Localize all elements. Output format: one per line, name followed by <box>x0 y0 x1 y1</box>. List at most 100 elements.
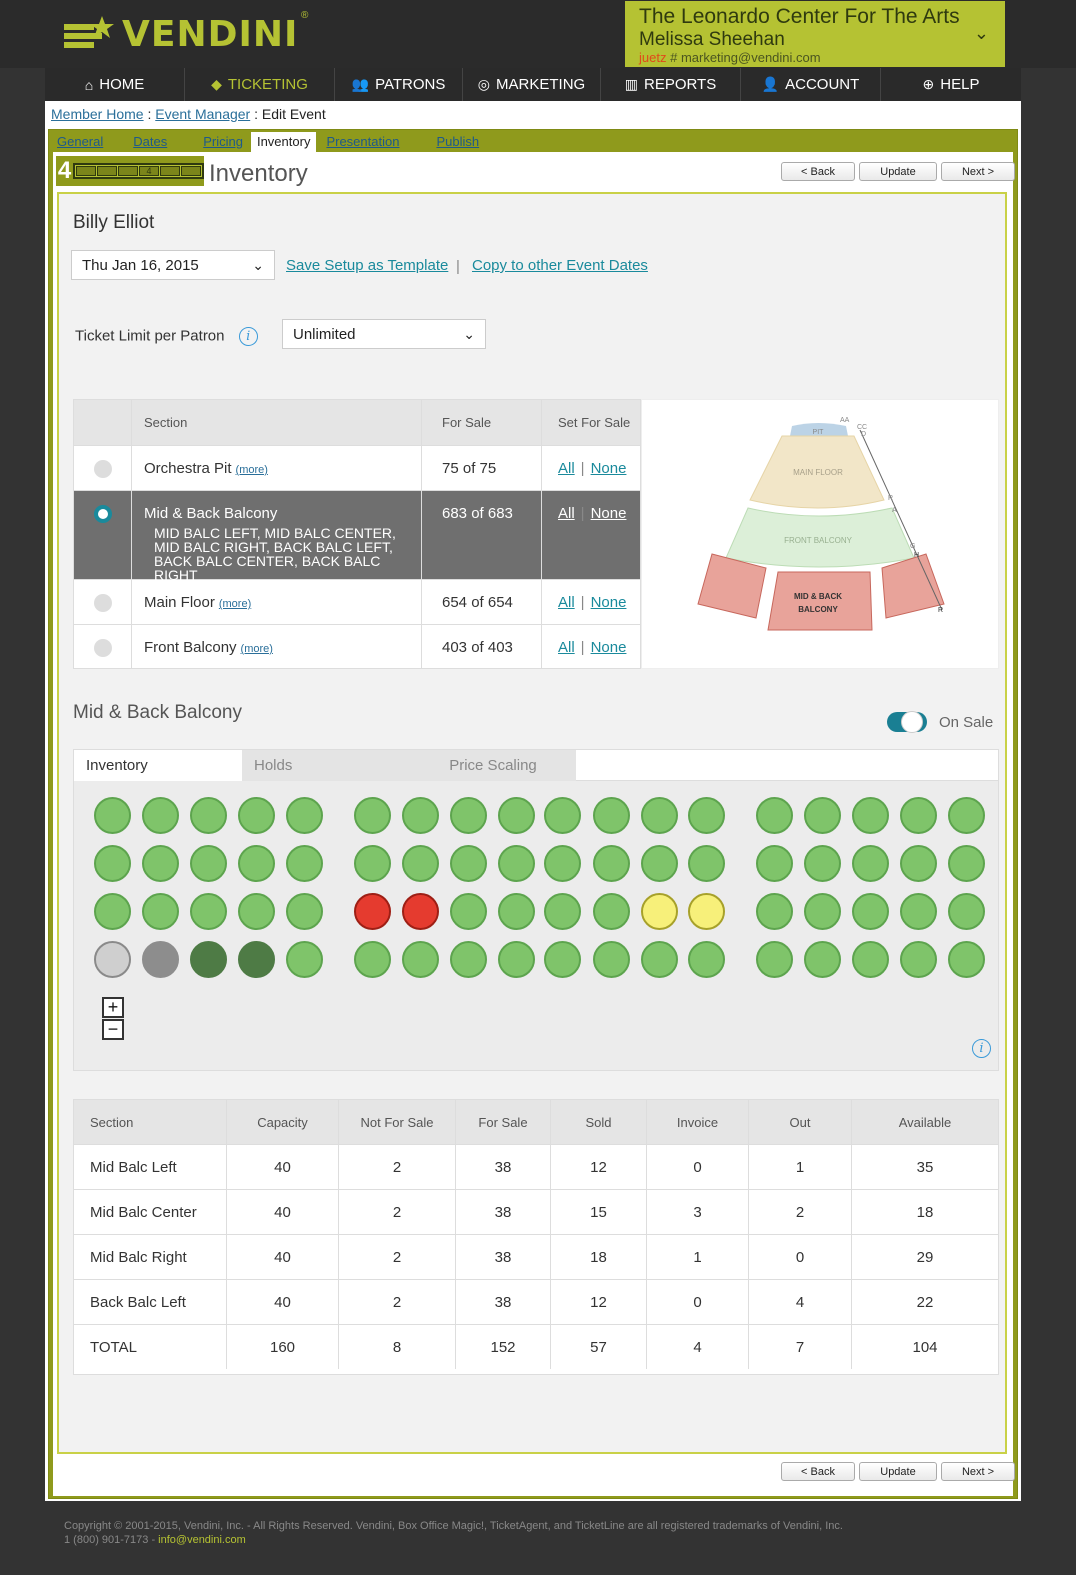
seat[interactable] <box>756 941 793 978</box>
section-row-selected[interactable]: Mid & Back Balcony MID BALC LEFT, MID BAL… <box>74 490 640 582</box>
seat[interactable] <box>450 797 487 834</box>
nav-home[interactable]: ⌂ HOME <box>45 68 185 101</box>
seat[interactable] <box>354 941 391 978</box>
account-switcher[interactable]: The Leonardo Center For The Arts Melissa… <box>625 1 1005 67</box>
seat[interactable] <box>190 941 227 978</box>
info-icon[interactable]: i <box>972 1039 991 1058</box>
zoom-out-button[interactable]: − <box>102 1019 124 1040</box>
section-row[interactable]: Front Balcony (more) 403 of 403 All | None <box>74 624 640 669</box>
seat[interactable] <box>948 845 985 882</box>
seat[interactable] <box>450 941 487 978</box>
seat[interactable] <box>593 893 630 930</box>
set-none-link[interactable]: None <box>590 594 627 611</box>
tab-inventory[interactable]: Inventory <box>250 132 317 152</box>
seat[interactable] <box>94 797 131 834</box>
next-button[interactable]: Next > <box>941 1462 1015 1481</box>
seat[interactable] <box>948 941 985 978</box>
seat[interactable] <box>286 941 323 978</box>
seat[interactable] <box>286 845 323 882</box>
on-sale-toggle[interactable] <box>887 711 927 733</box>
seat[interactable] <box>238 893 275 930</box>
section-radio-selected[interactable] <box>94 505 112 523</box>
event-date-select[interactable]: Thu Jan 16, 2015 ⌄ <box>71 250 275 280</box>
seat[interactable] <box>498 893 535 930</box>
tab-price-scaling[interactable]: Price Scaling <box>410 750 576 781</box>
seat[interactable] <box>804 797 841 834</box>
tab-presentation[interactable]: Presentation <box>326 134 400 149</box>
seat[interactable] <box>688 797 725 834</box>
seat[interactable] <box>238 845 275 882</box>
seat[interactable] <box>900 893 937 930</box>
seat[interactable] <box>498 845 535 882</box>
seat[interactable] <box>498 797 535 834</box>
seat[interactable] <box>641 941 678 978</box>
seat[interactable] <box>354 893 391 930</box>
chevron-down-icon[interactable]: ⌄ <box>973 23 989 43</box>
zoom-in-button[interactable]: + <box>102 997 124 1018</box>
seat[interactable] <box>94 941 131 978</box>
seat[interactable] <box>948 893 985 930</box>
nav-marketing[interactable]: ◎ MARKETING <box>463 68 601 101</box>
seat[interactable] <box>190 797 227 834</box>
seat[interactable] <box>402 845 439 882</box>
nav-ticketing[interactable]: ◆ TICKETING <box>185 68 335 101</box>
set-all-link[interactable]: All <box>558 505 575 522</box>
update-button[interactable]: Update <box>859 162 937 181</box>
seat[interactable] <box>688 941 725 978</box>
seat[interactable] <box>142 941 179 978</box>
more-link[interactable]: (more) <box>235 464 268 476</box>
section-radio[interactable] <box>94 639 112 657</box>
tab-inventory-grid[interactable]: Inventory <box>74 750 242 781</box>
seat[interactable] <box>641 797 678 834</box>
seat[interactable] <box>190 845 227 882</box>
seat[interactable] <box>756 893 793 930</box>
set-all-link[interactable]: All <box>558 594 575 611</box>
breadcrumb-event-manager[interactable]: Event Manager <box>155 106 251 122</box>
seat[interactable] <box>142 845 179 882</box>
section-radio[interactable] <box>94 594 112 612</box>
more-link[interactable]: (more) <box>240 643 273 655</box>
seat[interactable] <box>544 893 581 930</box>
more-link[interactable]: (more) <box>218 598 252 610</box>
set-none-link[interactable]: None <box>590 639 627 656</box>
tab-dates[interactable]: Dates <box>133 134 168 149</box>
seat[interactable] <box>641 893 678 930</box>
seat[interactable] <box>688 893 725 930</box>
back-button[interactable]: < Back <box>781 162 855 181</box>
vendini-logo[interactable]: VENDINI ® <box>62 10 308 56</box>
seat[interactable] <box>238 797 275 834</box>
seat[interactable] <box>94 845 131 882</box>
set-none-link[interactable]: None <box>590 505 627 522</box>
seat[interactable] <box>402 893 439 930</box>
next-button[interactable]: Next > <box>941 162 1015 181</box>
breadcrumb-member-home[interactable]: Member Home <box>51 106 144 122</box>
section-row[interactable]: Main Floor (more) 654 of 654 All | None <box>74 579 640 624</box>
seat[interactable] <box>804 893 841 930</box>
tab-holds[interactable]: Holds <box>242 750 410 781</box>
seat[interactable] <box>286 797 323 834</box>
contact-email-link[interactable]: info@vendini.com <box>158 1534 246 1546</box>
seat[interactable] <box>756 845 793 882</box>
seat[interactable] <box>593 845 630 882</box>
seat[interactable] <box>402 797 439 834</box>
tab-publish[interactable]: Publish <box>436 134 480 149</box>
seat[interactable] <box>852 893 889 930</box>
section-radio[interactable] <box>94 460 112 478</box>
copy-to-dates-link[interactable]: Copy to other Event Dates <box>472 257 648 274</box>
seat[interactable] <box>593 941 630 978</box>
seat[interactable] <box>804 845 841 882</box>
set-all-link[interactable]: All <box>558 639 575 656</box>
seat[interactable] <box>450 845 487 882</box>
seat[interactable] <box>852 845 889 882</box>
seat[interactable] <box>94 893 131 930</box>
back-button[interactable]: < Back <box>781 1462 855 1481</box>
info-icon[interactable]: i <box>238 327 258 346</box>
seat[interactable] <box>756 797 793 834</box>
seat[interactable] <box>544 845 581 882</box>
seat[interactable] <box>286 893 323 930</box>
seat[interactable] <box>852 941 889 978</box>
save-template-link[interactable]: Save Setup as Template <box>286 257 449 274</box>
seat[interactable] <box>354 797 391 834</box>
update-button[interactable]: Update <box>859 1462 937 1481</box>
tab-pricing[interactable]: Pricing <box>203 134 243 149</box>
